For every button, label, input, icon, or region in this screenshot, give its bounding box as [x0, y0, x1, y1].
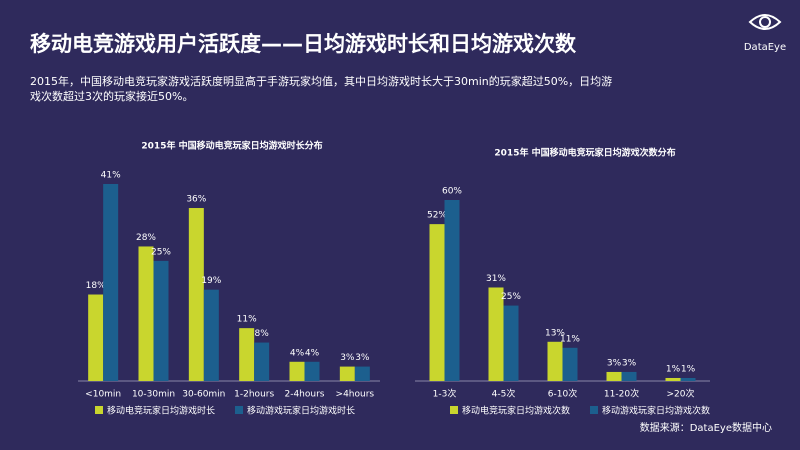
legend-swatch	[95, 406, 103, 414]
bar	[488, 287, 504, 381]
x-tick-label: 1-3次	[433, 388, 457, 400]
legend-label: 移动游戏玩家日均游戏次数	[602, 405, 710, 417]
x-tick-label: 30-60min	[182, 390, 225, 400]
bar	[88, 294, 104, 381]
legend-label: 移动电竞玩家日均游戏次数	[462, 405, 570, 417]
bar	[606, 371, 622, 381]
value-label: 13%	[545, 328, 565, 338]
x-tick-label: 4-5次	[492, 388, 516, 400]
logo-icon	[748, 14, 782, 30]
value-label: 41%	[101, 171, 121, 181]
value-label: 18%	[86, 281, 106, 291]
value-label: 60%	[442, 187, 462, 197]
x-tick-label: <10min	[85, 390, 121, 400]
value-label: 25%	[151, 247, 171, 257]
bar	[444, 200, 460, 381]
bar	[354, 366, 370, 381]
x-tick-label: 11-20次	[604, 388, 639, 400]
x-tick-label: 10-30min	[132, 390, 175, 400]
value-label: 3%	[607, 358, 622, 368]
value-label: 3%	[340, 353, 355, 363]
bar	[304, 361, 320, 381]
chart-title: 2015年 中国移动电竞玩家日均游戏时长分布	[141, 140, 322, 152]
value-label: 11%	[237, 315, 257, 325]
bar	[153, 260, 169, 381]
value-label: 1%	[681, 364, 696, 374]
value-label: 28%	[136, 233, 156, 243]
bar	[621, 371, 637, 381]
bar	[680, 377, 696, 381]
legend-label: 移动游戏玩家日均游戏时长	[247, 405, 355, 417]
value-label: 3%	[355, 353, 370, 363]
bar	[103, 184, 119, 381]
x-tick-label: >20次	[667, 388, 695, 400]
value-label: 1%	[666, 364, 681, 374]
value-label: 19%	[201, 276, 221, 286]
value-label: 3%	[622, 358, 637, 368]
value-label: 4%	[305, 348, 320, 358]
value-label: 52%	[427, 211, 447, 221]
x-tick-label: 2-4hours	[284, 390, 324, 400]
bar	[562, 347, 578, 381]
value-label: 11%	[560, 334, 580, 344]
bar	[254, 342, 270, 381]
x-tick-label: 6-10次	[548, 388, 577, 400]
value-label: 4%	[290, 348, 305, 358]
legend-swatch	[235, 406, 243, 414]
slide-subtitle: 2015年，中国移动电竞玩家游戏活跃度明显高于手游玩家均值，其中日均游戏时长大于…	[30, 75, 613, 103]
bar	[138, 246, 154, 381]
bar	[429, 224, 445, 381]
legend-swatch	[450, 406, 458, 414]
chart-title: 2015年 中国移动电竞玩家日均游戏次数分布	[494, 147, 675, 159]
value-label: 36%	[186, 195, 206, 205]
legend-label: 移动电竞玩家日均游戏时长	[107, 405, 215, 417]
bar	[239, 328, 255, 381]
slide-title: 移动电竞游戏用户活跃度——日均游戏时长和日均游戏次数	[30, 32, 576, 56]
bar	[203, 289, 219, 381]
bar	[547, 341, 563, 381]
bar	[339, 366, 355, 381]
logo-text: DataEye	[744, 42, 786, 53]
x-tick-label: >4hours	[336, 390, 375, 400]
source: 数据来源：DataEye数据中心	[640, 421, 772, 434]
value-label: 31%	[486, 274, 506, 284]
bar	[503, 305, 519, 381]
x-tick-label: 1-2hours	[234, 390, 274, 400]
bar	[289, 361, 305, 381]
bar	[665, 377, 681, 381]
value-label: 25%	[501, 292, 521, 302]
legend-swatch	[590, 406, 598, 414]
bar	[188, 208, 204, 381]
value-label: 8%	[255, 329, 270, 339]
